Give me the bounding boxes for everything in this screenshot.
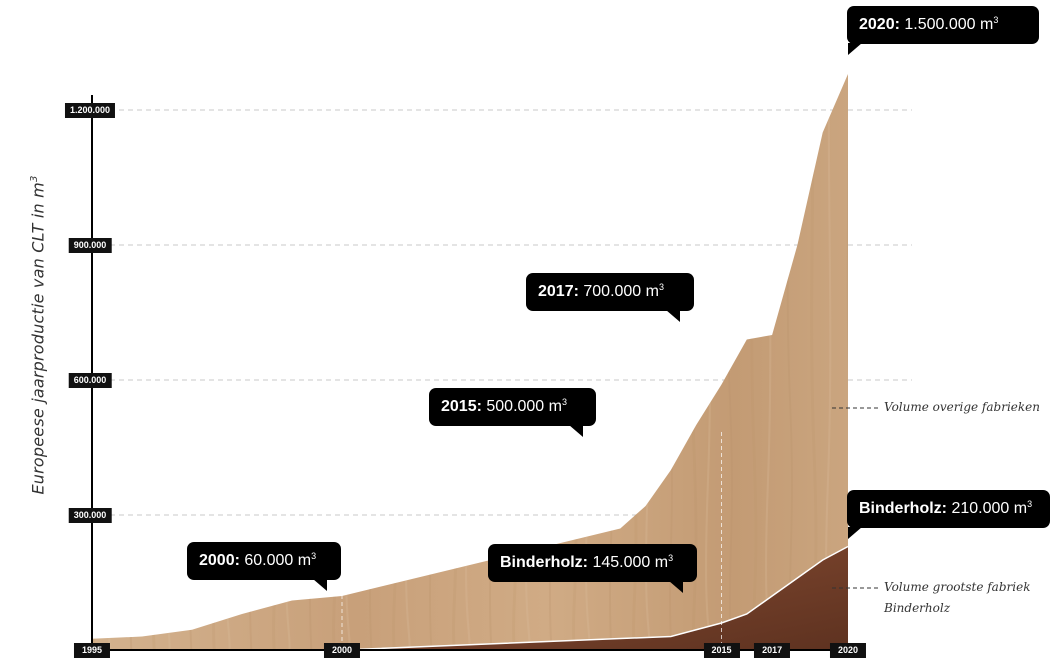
callout-unit-exponent: 3 bbox=[561, 397, 567, 407]
y-tick-label: 600.000 bbox=[68, 373, 112, 388]
legend-entry-line-2: Binderholz bbox=[884, 601, 951, 615]
callout-value: 145.000 m bbox=[588, 554, 669, 571]
x-tick-label: 2000 bbox=[323, 643, 361, 658]
callout-unit-exponent: 3 bbox=[993, 15, 999, 25]
value-callout: Binderholz: 145.000 m3 bbox=[488, 544, 697, 582]
y-tick-label: 1.200.000 bbox=[64, 103, 116, 118]
callout-value: 60.000 m bbox=[239, 552, 312, 569]
callout-label: 2017: bbox=[538, 283, 579, 300]
callout-value: 1.500.000 m bbox=[899, 16, 994, 33]
value-callout: 2000: 60.000 m3 bbox=[187, 542, 341, 580]
callout-value: 500.000 m bbox=[481, 398, 562, 415]
callout-pointer bbox=[848, 527, 862, 539]
value-callout: 2015: 500.000 m3 bbox=[429, 388, 596, 426]
callout-label: Binderholz: bbox=[500, 554, 588, 571]
line-binderholz bbox=[341, 545, 849, 651]
callout-label: Binderholz: bbox=[859, 500, 947, 517]
callout-pointer bbox=[669, 581, 683, 593]
callout-unit-exponent: 3 bbox=[311, 551, 317, 561]
callout-pointer bbox=[848, 43, 862, 55]
callout-pointer bbox=[313, 579, 327, 591]
x-tick-label: 2020 bbox=[829, 643, 867, 658]
legend-entry: Volume overige fabrieken bbox=[884, 397, 1040, 418]
callout-unit-exponent: 3 bbox=[658, 282, 664, 292]
x-tick-label: 2015 bbox=[703, 643, 740, 658]
value-callout: 2020: 1.500.000 m3 bbox=[847, 6, 1039, 44]
x-tick-label: 2017 bbox=[754, 643, 791, 658]
area-layer bbox=[92, 74, 849, 651]
callout-pointer bbox=[569, 425, 583, 437]
callout-label: 2020: bbox=[859, 16, 900, 33]
y-axis-label: Europeese jaarproductie van CLT in m3 bbox=[28, 175, 48, 495]
grid-lines bbox=[92, 109, 912, 516]
y-tick-label: 300.000 bbox=[68, 508, 112, 523]
y-tick-label: 900.000 bbox=[68, 238, 112, 253]
callout-value: 210.000 m bbox=[947, 500, 1028, 517]
legend-leader-lines bbox=[832, 407, 880, 589]
legend-entry: Volume grootste fabriek Binderholz bbox=[884, 577, 1030, 619]
callout-unit-exponent: 3 bbox=[1027, 499, 1033, 509]
callout-label: 2000: bbox=[199, 552, 240, 569]
x-tick-label: 1995 bbox=[73, 643, 111, 658]
area-overige-fabrieken-grain bbox=[92, 74, 848, 650]
callout-value: 700.000 m bbox=[578, 283, 659, 300]
callout-label: 2015: bbox=[441, 398, 482, 415]
value-callout: Binderholz: 210.000 m3 bbox=[847, 490, 1050, 528]
legend-entry-line-1: Volume grootste fabriek bbox=[884, 580, 1031, 594]
value-callout: 2017: 700.000 m3 bbox=[526, 273, 694, 311]
callout-pointer bbox=[666, 310, 680, 322]
callout-unit-exponent: 3 bbox=[668, 553, 674, 563]
legend-entry-line-1: Volume overige fabrieken bbox=[884, 400, 1040, 414]
